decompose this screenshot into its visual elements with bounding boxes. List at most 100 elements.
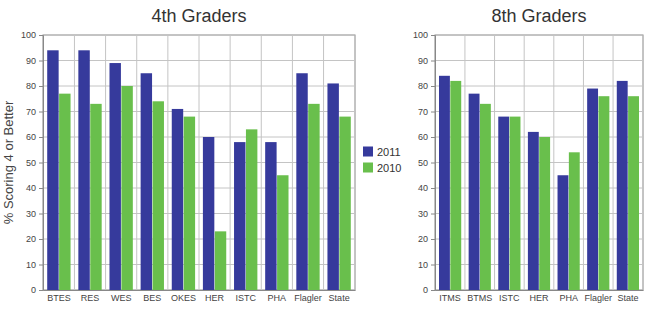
x-axis-line [44, 290, 356, 291]
chart-title: 4th Graders [151, 6, 246, 26]
y-tick-mark [431, 35, 435, 36]
y-tick-mark [431, 86, 435, 87]
y-tick: 50 [26, 158, 43, 168]
x-tick-label: ISTC [499, 293, 520, 303]
x-tick-label: OKES [171, 293, 196, 303]
bar [617, 81, 628, 290]
grid [435, 35, 643, 290]
bar [327, 83, 338, 290]
y-tick-mark [39, 163, 43, 164]
plot-frame [43, 35, 355, 290]
x-tick-label: Flagler [585, 293, 613, 303]
x-axis: ITMSBTMSISTCHERPHAFlaglerState [436, 290, 644, 303]
y-tick-label: 60 [26, 132, 36, 142]
bar [234, 142, 245, 290]
y-tick-label: 80 [418, 81, 428, 91]
category-separator [524, 35, 525, 290]
x-tick-label: HER [529, 293, 549, 303]
grid [43, 35, 355, 290]
x-tick: BES [143, 290, 161, 303]
y-tick-label: 70 [26, 107, 36, 117]
x-tick-label: ITMS [439, 293, 461, 303]
x-tick-label: BES [143, 293, 161, 303]
y-tick-mark [39, 137, 43, 138]
x-tick: PHA [268, 290, 287, 303]
y-tick-mark [431, 137, 435, 138]
bars [47, 50, 351, 290]
y-tick: 100 [413, 30, 435, 40]
category-separator [292, 35, 293, 290]
x-tick-label: RES [81, 293, 100, 303]
bar [569, 152, 580, 290]
y-tick-mark [431, 265, 435, 266]
y-tick-label: 50 [418, 158, 428, 168]
y-tick-mark [39, 35, 43, 36]
category-separator [261, 35, 262, 290]
legend: 20112010 [363, 146, 401, 174]
bar [498, 117, 509, 290]
y-tick: 90 [26, 56, 43, 66]
y-tick: 0 [423, 285, 435, 295]
x-tick: BTES [47, 290, 71, 303]
y-tick-label: 70 [418, 107, 428, 117]
y-tick-label: 30 [418, 209, 428, 219]
y-axis-line [39, 36, 44, 291]
y-tick-mark [39, 86, 43, 87]
x-tick-label: HER [205, 293, 225, 303]
x-tick: HER [529, 290, 549, 303]
grid-line [435, 35, 643, 36]
bar [265, 142, 276, 290]
x-tick: WES [111, 290, 132, 303]
y-tick: 90 [418, 56, 435, 66]
x-tick: State [329, 290, 350, 303]
y-tick-label: 40 [26, 183, 36, 193]
x-tick: Flagler [294, 290, 322, 303]
y-tick-label: 50 [26, 158, 36, 168]
category-separator [494, 35, 495, 290]
x-tick-label: BTES [47, 293, 71, 303]
bar [78, 50, 89, 290]
x-tick-label: State [617, 293, 638, 303]
y-tick: 60 [418, 132, 435, 142]
x-tick: RES [81, 290, 100, 303]
x-tick-label: ISTC [235, 293, 256, 303]
chart-title: 8th Graders [491, 6, 586, 26]
bar [308, 104, 319, 290]
series [47, 50, 339, 290]
category-separator [136, 35, 137, 290]
bar [558, 175, 569, 290]
y-tick: 100 [21, 30, 43, 40]
y-tick-mark [39, 214, 43, 215]
bar [598, 96, 609, 290]
bar [141, 73, 152, 290]
y-tick-label: 80 [26, 81, 36, 91]
plot-frame [435, 35, 643, 290]
y-tick: 40 [26, 183, 43, 193]
chart: 8th Graders0102030405060708090100ITMSBTM… [413, 6, 644, 303]
bar [109, 63, 120, 290]
x-tick: ITMS [439, 290, 461, 303]
legend-item: 2010 [363, 162, 401, 174]
x-axis: BTES RES WES BES OKES HER ISTC PHA Flagler State [44, 290, 356, 303]
x-tick: ISTC [235, 290, 256, 303]
bars [439, 76, 639, 290]
bar [203, 137, 214, 290]
x-tick-label: State [329, 293, 350, 303]
y-tick-mark [431, 239, 435, 240]
category-separator [464, 35, 465, 290]
y-axis-line [431, 36, 436, 291]
y-tick: 40 [418, 183, 435, 193]
x-tick-label: PHA [268, 293, 287, 303]
category-separator [199, 35, 200, 290]
x-tick: OKES [171, 290, 196, 303]
x-tick-label: PHA [559, 293, 578, 303]
category-separator [583, 35, 584, 290]
grid-line [435, 290, 643, 291]
bar [469, 94, 480, 290]
y-tick-mark [431, 163, 435, 164]
grid-line [435, 111, 643, 112]
y-tick-mark [39, 188, 43, 189]
y-tick-label: 60 [418, 132, 428, 142]
bar [215, 231, 226, 290]
y-tick: 20 [26, 234, 43, 244]
